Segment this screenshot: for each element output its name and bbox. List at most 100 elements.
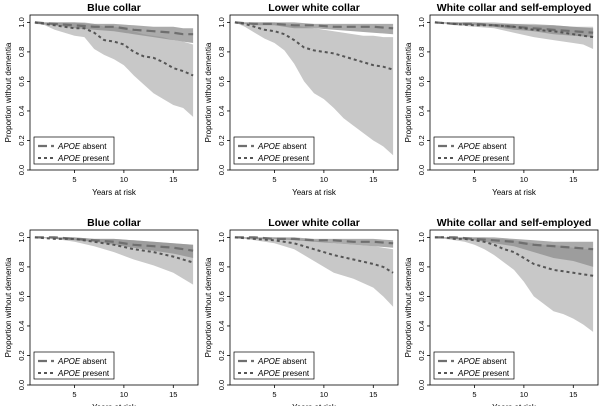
y-tick-label: 0.0 xyxy=(417,165,426,175)
y-axis-label: Proportion without dementia xyxy=(404,257,413,357)
legend-gene-name: APOE xyxy=(257,369,281,378)
y-tick-label: 1.0 xyxy=(417,17,426,27)
y-tick-label: 0.6 xyxy=(217,291,226,301)
y-tick-label: 0.6 xyxy=(217,76,226,86)
y-axis-label: Proportion without dementia xyxy=(204,257,213,357)
ci-band-apoe-absent xyxy=(234,22,394,35)
x-tick-label: 5 xyxy=(72,175,76,184)
y-tick-label: 0.8 xyxy=(17,47,26,57)
chart-panel-2: Lower white collar 5 10 15 Years at risk 0.0 0… xyxy=(204,2,399,197)
legend: APOE absent APOE present xyxy=(433,351,515,380)
plot-frame xyxy=(29,229,199,386)
chart-panel-6: White collar and self-employed 5 10 15 Years… xyxy=(404,217,599,406)
plot-frame xyxy=(429,229,599,386)
x-tick-label: 10 xyxy=(120,390,128,399)
y-tick-label: 0.6 xyxy=(417,291,426,301)
legend-status-text: absent xyxy=(80,357,107,366)
x-tick-label: 15 xyxy=(369,390,377,399)
y-tick-label: 1.0 xyxy=(17,232,26,242)
x-axis-label: Years at risk xyxy=(292,188,337,197)
y-tick-label: 0.6 xyxy=(417,76,426,86)
series-line-apoe-absent xyxy=(34,236,194,252)
legend: APOE absent APOE present xyxy=(33,136,115,165)
y-tick-label: 0.2 xyxy=(417,135,426,145)
x-tick-label: 5 xyxy=(472,390,476,399)
y-tick-label: 1.0 xyxy=(217,17,226,27)
ci-band-apoe-present xyxy=(34,22,194,117)
series-line-apoe-absent xyxy=(234,21,394,30)
legend: APOE absent APOE present xyxy=(233,351,315,380)
plot-frame xyxy=(429,14,599,171)
legend-box xyxy=(433,351,515,380)
y-axis-label: Proportion without dementia xyxy=(404,42,413,142)
x-tick-label: 15 xyxy=(169,175,177,184)
legend: APOE absent APOE present xyxy=(33,351,115,380)
ci-band-apoe-present xyxy=(434,237,594,332)
ci-band-apoe-present xyxy=(234,237,394,307)
chart-panel-1: Blue collar 5 10 15 Years at risk 0.0 0.2 0.4 0.… xyxy=(4,2,199,197)
plot-frame xyxy=(229,14,399,171)
y-tick-label: 0.4 xyxy=(17,106,26,116)
series-line-apoe-present xyxy=(234,21,394,71)
x-tick-label: 15 xyxy=(569,390,577,399)
y-tick-label: 0.4 xyxy=(417,321,426,331)
legend-label-apoe-absent: APOE absent xyxy=(257,357,307,366)
x-axis-label: Years at risk xyxy=(292,403,337,406)
y-tick-label: 0.6 xyxy=(17,76,26,86)
y-tick-label: 1.0 xyxy=(217,232,226,242)
legend-label-apoe-absent: APOE absent xyxy=(457,357,507,366)
x-axis-label: Years at risk xyxy=(92,403,137,406)
legend-status-text: present xyxy=(280,369,310,378)
x-tick-label: 5 xyxy=(272,175,276,184)
ci-band-apoe-absent xyxy=(34,22,194,43)
legend-gene-name: APOE xyxy=(257,154,281,163)
ci-band-apoe-absent xyxy=(434,237,594,267)
legend-status-text: present xyxy=(280,154,310,163)
y-tick-label: 0.2 xyxy=(17,135,26,145)
y-tick-label: 0.2 xyxy=(217,135,226,145)
legend-label-apoe-present: APOE present xyxy=(57,154,110,163)
ci-band-apoe-absent xyxy=(234,237,394,248)
chart-title: Lower white collar xyxy=(268,217,360,229)
legend-box xyxy=(33,136,115,165)
x-axis-label: Years at risk xyxy=(492,403,537,406)
chart-title: White collar and self-employed xyxy=(437,217,592,229)
x-tick-label: 5 xyxy=(472,175,476,184)
y-axis-label: Proportion without dementia xyxy=(204,42,213,142)
legend-gene-name: APOE xyxy=(57,369,81,378)
y-tick-label: 0.8 xyxy=(417,262,426,272)
y-tick-label: 0.0 xyxy=(417,380,426,390)
chart-title: Lower white collar xyxy=(268,2,360,14)
series-line-apoe-present xyxy=(434,236,594,277)
y-tick-label: 0.4 xyxy=(217,321,226,331)
legend-gene-name: APOE xyxy=(457,357,481,366)
legend-label-apoe-present: APOE present xyxy=(457,369,510,378)
legend-label-apoe-present: APOE present xyxy=(257,369,310,378)
legend-gene-name: APOE xyxy=(57,154,81,163)
legend-gene-name: APOE xyxy=(457,154,481,163)
legend-box xyxy=(233,351,315,380)
y-tick-label: 0.8 xyxy=(217,47,226,57)
plot-frame xyxy=(229,229,399,386)
legend-box xyxy=(233,136,315,165)
series-line-apoe-absent xyxy=(34,21,194,36)
plot-frame xyxy=(29,14,199,171)
legend-gene-name: APOE xyxy=(457,142,481,151)
legend-label-apoe-present: APOE present xyxy=(57,369,110,378)
series-line-apoe-present xyxy=(434,21,594,39)
chart-panel-5: Lower white collar 5 10 15 Years at risk 0.0 0… xyxy=(204,217,399,406)
y-tick-label: 0.8 xyxy=(217,262,226,272)
legend-gene-name: APOE xyxy=(457,369,481,378)
y-tick-label: 0.4 xyxy=(217,106,226,116)
x-tick-label: 10 xyxy=(520,175,528,184)
legend-label-apoe-present: APOE present xyxy=(257,154,310,163)
y-tick-label: 0.0 xyxy=(17,165,26,175)
legend-box xyxy=(33,351,115,380)
series-line-apoe-absent xyxy=(234,236,394,245)
x-tick-label: 5 xyxy=(272,390,276,399)
y-tick-label: 0.6 xyxy=(17,291,26,301)
legend-box xyxy=(433,136,515,165)
legend-status-text: absent xyxy=(80,142,107,151)
